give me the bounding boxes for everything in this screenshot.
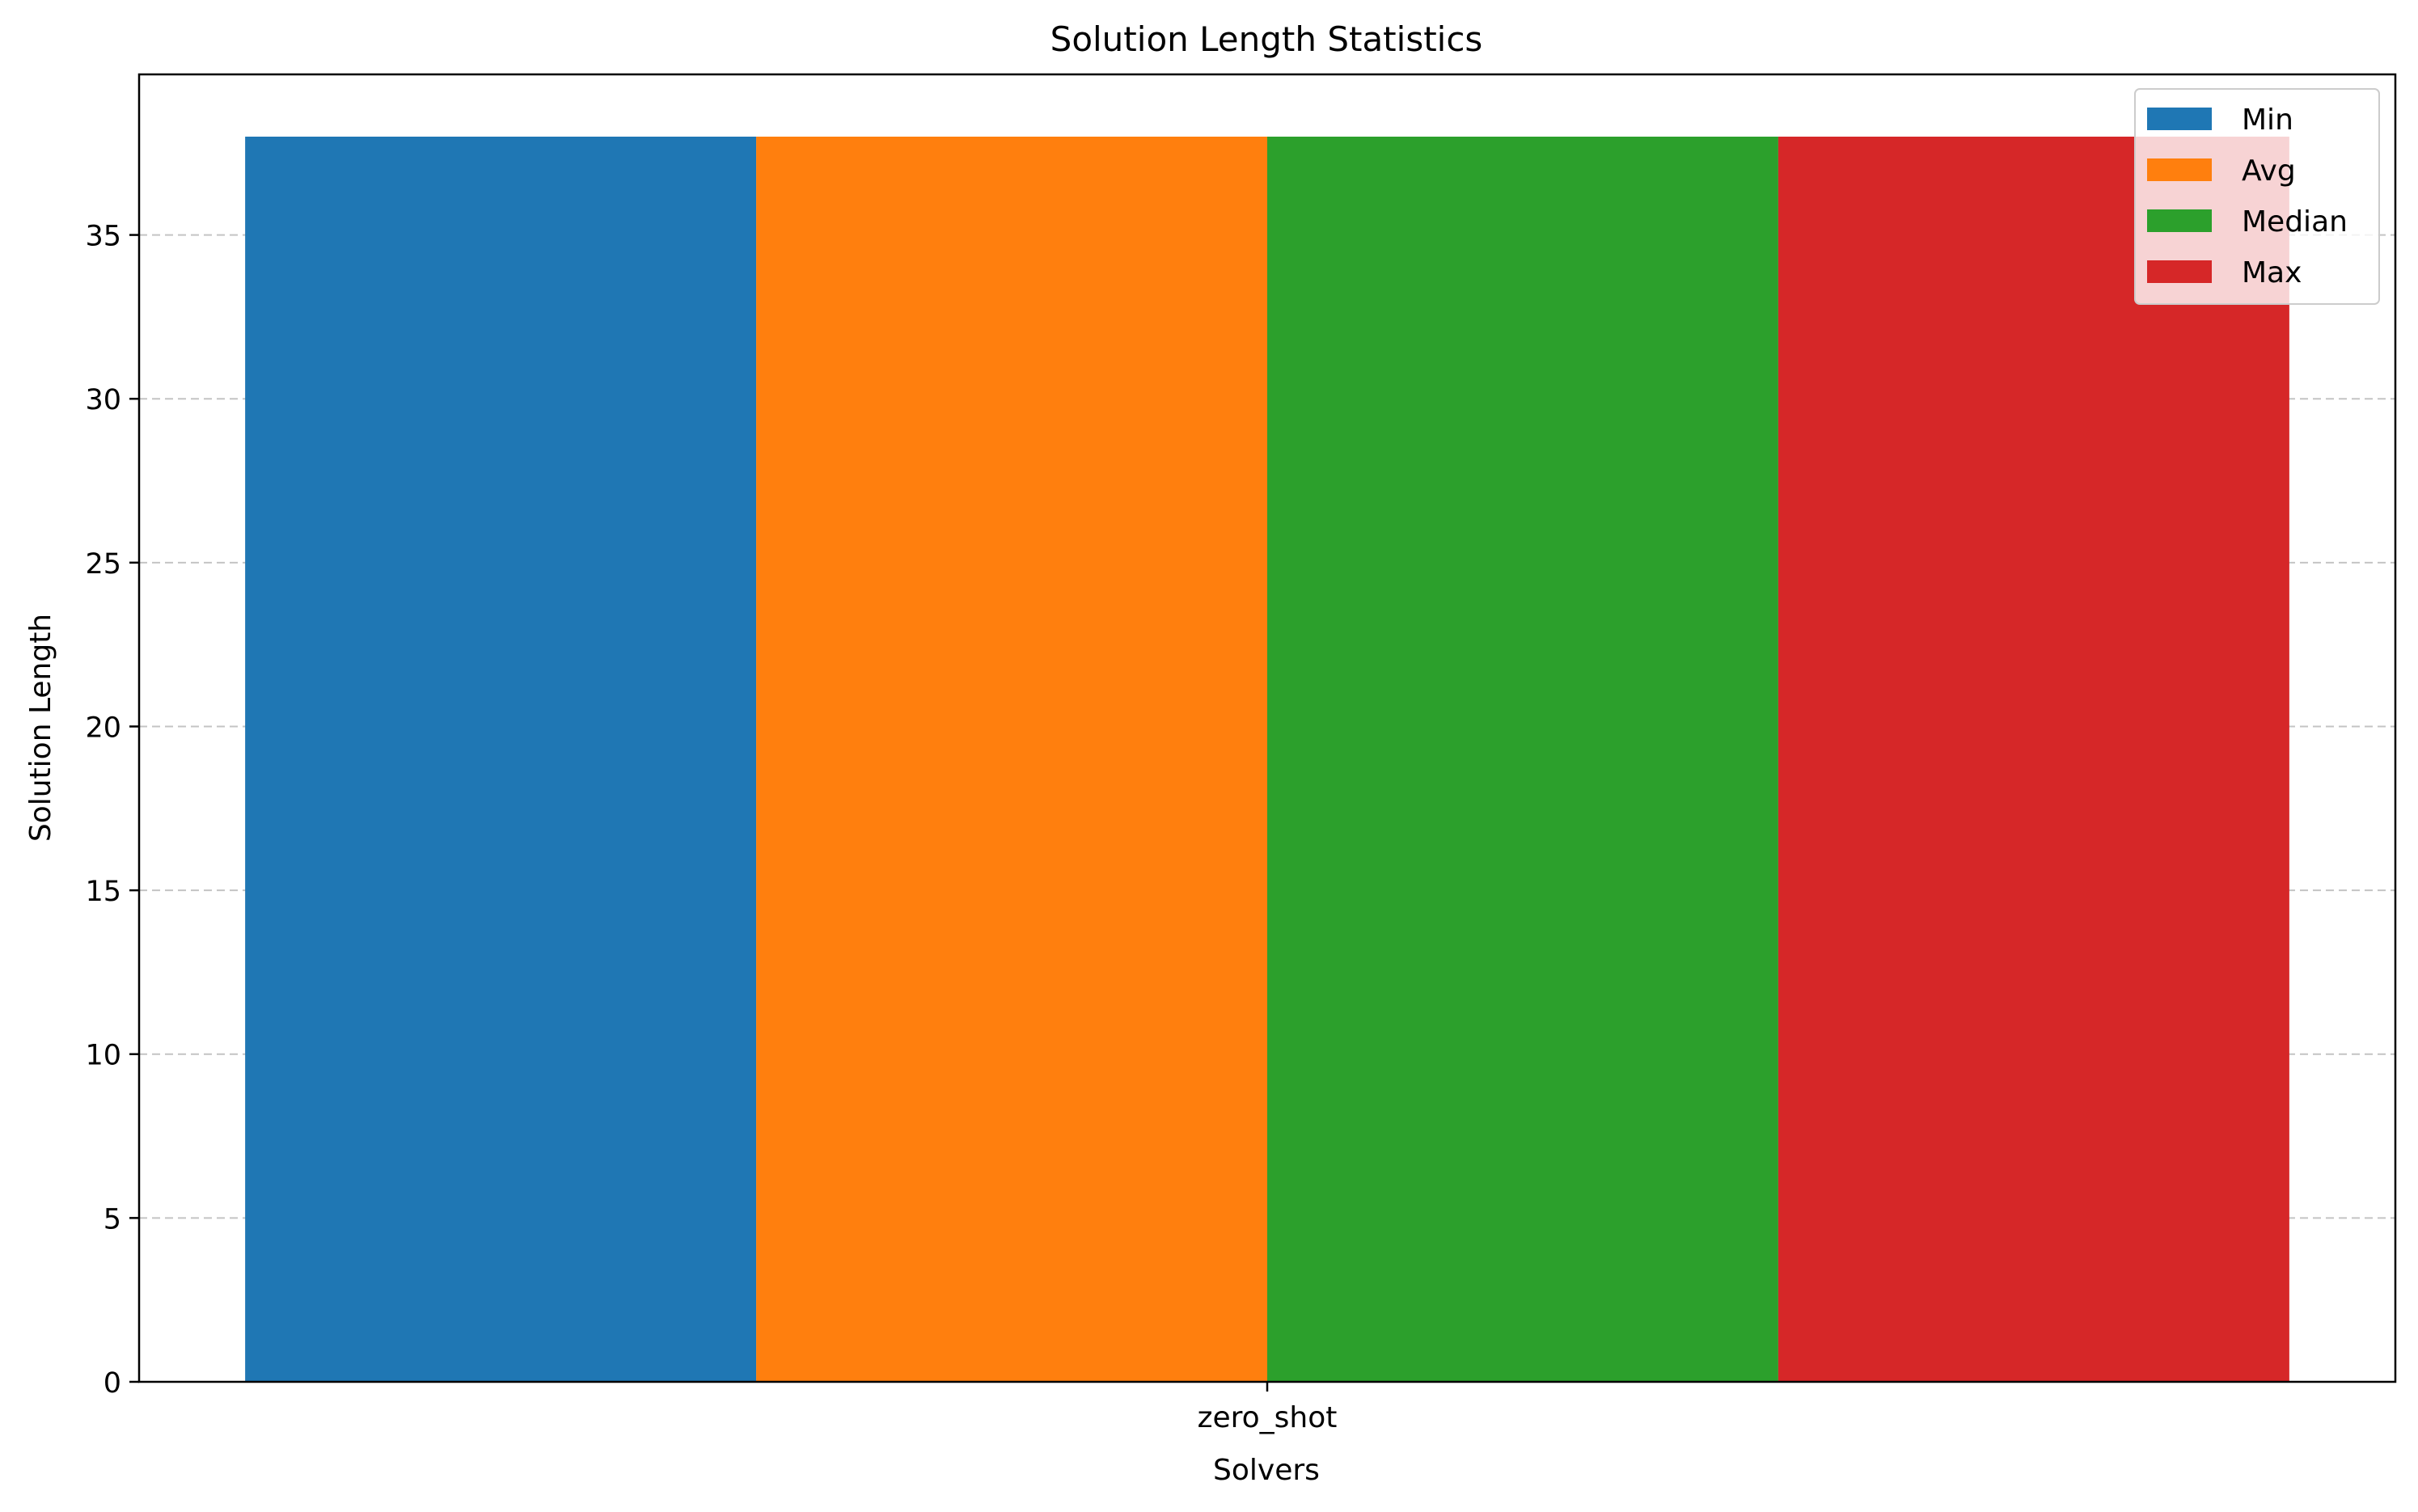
y-axis-ticks: 0 5 10 15 20 25 30 35	[85, 221, 139, 1400]
chart-title: Solution Length Statistics	[1050, 19, 1483, 59]
legend: Min Avg Median Max	[2134, 88, 2380, 305]
y-tick-label: 35	[85, 221, 121, 253]
bars	[245, 137, 2289, 1382]
y-tick-label: 30	[85, 384, 121, 416]
bar-avg-zero_shot	[756, 137, 1267, 1382]
bar-min-zero_shot	[245, 137, 757, 1382]
legend-swatch-avg	[2147, 158, 2212, 181]
legend-label-max: Max	[2242, 256, 2302, 289]
y-tick-label: 0	[104, 1367, 121, 1400]
x-axis-label: Solvers	[1213, 1454, 1320, 1487]
y-tick-label: 5	[104, 1203, 121, 1235]
y-tick-label: 25	[85, 548, 121, 581]
y-tick-label: 10	[85, 1040, 121, 1072]
legend-swatch-median	[2147, 209, 2212, 232]
y-axis-label: Solution Length	[24, 614, 57, 842]
bar-max-zero_shot	[1778, 137, 2289, 1382]
legend-box	[2134, 88, 2380, 305]
legend-label-min: Min	[2242, 103, 2293, 137]
legend-label-median: Median	[2242, 205, 2348, 239]
legend-swatch-max	[2147, 260, 2212, 283]
y-tick-label: 20	[85, 712, 121, 744]
x-tick-label: zero_shot	[1198, 1401, 1338, 1434]
y-tick-label: 15	[85, 876, 121, 908]
bar-median-zero_shot	[1267, 137, 1778, 1382]
x-axis-ticks: zero_shot	[1198, 1382, 1338, 1434]
legend-label-avg: Avg	[2242, 154, 2296, 188]
legend-swatch-min	[2147, 108, 2212, 130]
